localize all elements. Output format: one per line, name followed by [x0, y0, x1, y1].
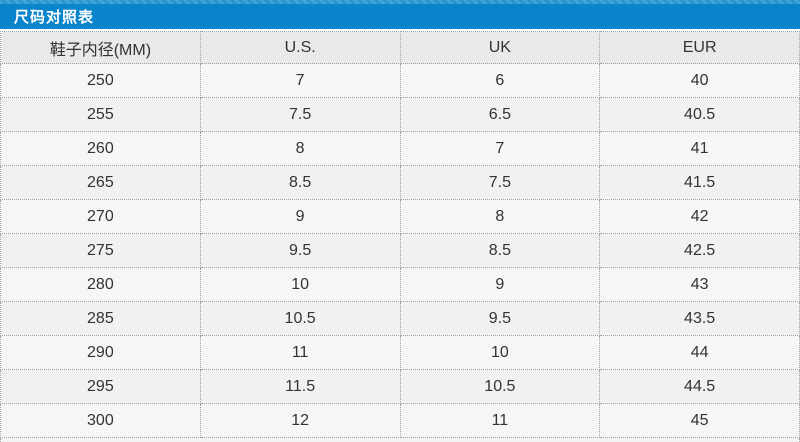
col-header-uk: UK — [399, 31, 601, 64]
table-cell: 8.5 — [199, 165, 401, 200]
table-cell: 9.5 — [399, 301, 601, 336]
table-cell: 285 — [0, 301, 201, 336]
table-row: 265 8.5 7.5 41.5 — [0, 165, 800, 200]
table-cell: 8.5 — [399, 233, 601, 268]
table-row: 255 7.5 6.5 40.5 — [0, 97, 800, 132]
table-cell: 10.5 — [199, 301, 401, 336]
title-divider — [0, 29, 800, 31]
table-cell: 250 — [0, 63, 201, 98]
table-cell: 44.5 — [599, 369, 800, 404]
table-row: 285 10.5 9.5 43.5 — [0, 301, 800, 336]
table-cell: 10.5 — [399, 369, 601, 404]
table-row: 280 10 9 43 — [0, 267, 800, 302]
size-table-body: 250 7 6 40 255 7.5 6.5 40.5 260 8 7 41 265 8.5 7.5 41.5… — [0, 63, 800, 438]
table-cell: 40 — [599, 63, 800, 98]
table-cell: 280 — [0, 267, 201, 302]
accent-strip — [0, 0, 800, 4]
table-cell: 6 — [399, 63, 601, 98]
header-row: 鞋子内径(MM) U.S. UK EUR — [0, 31, 800, 64]
table-row: 275 9.5 8.5 42.5 — [0, 233, 800, 268]
size-table-head: 鞋子内径(MM) U.S. UK EUR — [0, 31, 800, 64]
table-cell: 44 — [599, 335, 800, 370]
table-cell: 40.5 — [599, 97, 800, 132]
col-header-inner-length-mm: 鞋子内径(MM) — [0, 31, 201, 64]
table-cell: 9.5 — [199, 233, 401, 268]
table-cell: 270 — [0, 199, 201, 234]
table-cell: 9 — [399, 267, 601, 302]
table-cell: 12 — [199, 403, 401, 438]
table-cell: 7 — [199, 63, 401, 98]
col-header-us: U.S. — [199, 31, 401, 64]
table-cell: 300 — [0, 403, 201, 438]
table-cell: 9 — [199, 199, 401, 234]
table-cell: 11.5 — [199, 369, 401, 404]
table-cell: 275 — [0, 233, 201, 268]
table-cell: 10 — [399, 335, 601, 370]
table-row: 290 11 10 44 — [0, 335, 800, 370]
table-cell: 42.5 — [599, 233, 800, 268]
table-cell: 8 — [399, 199, 601, 234]
table-cell: 6.5 — [399, 97, 601, 132]
table-cell: 290 — [0, 335, 201, 370]
table-row: 300 12 11 45 — [0, 403, 800, 438]
table-cell: 43.5 — [599, 301, 800, 336]
size-table: 鞋子内径(MM) U.S. UK EUR 250 7 6 40 255 7.5 6.5 40.5 26… — [0, 31, 800, 438]
table-cell: 295 — [0, 369, 201, 404]
table-cell: 7.5 — [199, 97, 401, 132]
table-cell: 11 — [399, 403, 601, 438]
col-header-eur: EUR — [599, 31, 800, 64]
table-cell: 43 — [599, 267, 800, 302]
table-cell: 41.5 — [599, 165, 800, 200]
table-cell: 8 — [199, 131, 401, 166]
table-cell: 7 — [399, 131, 601, 166]
table-row: 260 8 7 41 — [0, 131, 800, 166]
table-cell: 11 — [199, 335, 401, 370]
table-cell: 260 — [0, 131, 201, 166]
table-cell: 41 — [599, 131, 800, 166]
table-title-bar: 尺码对照表 — [0, 4, 800, 29]
table-cell: 45 — [599, 403, 800, 438]
table-row: 295 11.5 10.5 44.5 — [0, 369, 800, 404]
table-row: 270 9 8 42 — [0, 199, 800, 234]
table-title: 尺码对照表 — [14, 9, 95, 26]
bottom-strip — [0, 438, 800, 442]
table-cell: 265 — [0, 165, 201, 200]
table-cell: 255 — [0, 97, 201, 132]
table-row: 250 7 6 40 — [0, 63, 800, 98]
table-cell: 7.5 — [399, 165, 601, 200]
table-cell: 42 — [599, 199, 800, 234]
table-cell: 10 — [199, 267, 401, 302]
